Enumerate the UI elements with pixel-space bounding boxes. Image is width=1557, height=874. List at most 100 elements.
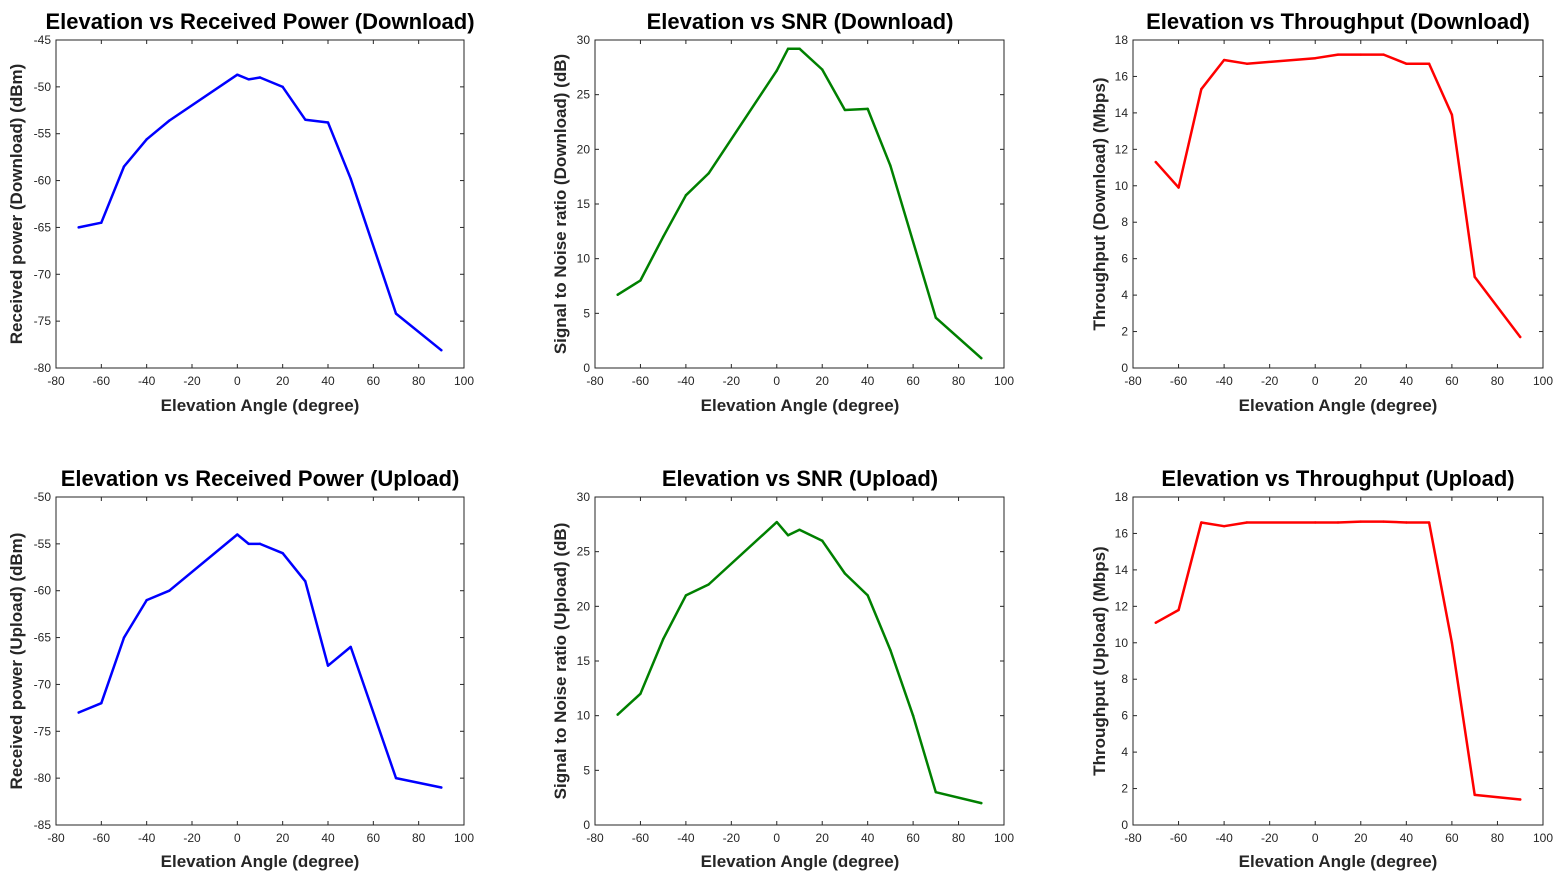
x-tick-label: 0 <box>773 831 780 845</box>
y-tick-label: 12 <box>1115 142 1129 156</box>
x-tick-label: 40 <box>1400 374 1414 388</box>
data-point <box>1450 641 1454 644</box>
y-tick-label: 0 <box>583 818 590 832</box>
x-tick-label: -60 <box>93 374 111 388</box>
axes-box <box>55 496 465 826</box>
y-tick-label: -55 <box>34 537 52 551</box>
data-point <box>349 645 352 649</box>
axes: -80 -60 -40 -20 0 20 40 60 80 100 0 5 10 15 20 25 30 <box>577 33 1015 388</box>
series-line <box>1154 53 1522 339</box>
x-tick-label: 40 <box>321 831 335 845</box>
x-tick-label: -40 <box>1215 374 1233 388</box>
data-point <box>684 594 688 597</box>
data-point <box>1154 160 1157 164</box>
y-tick-label: 20 <box>577 599 591 613</box>
data-point <box>661 235 665 238</box>
x-axis-label: Elevation Angle (degree) <box>701 852 900 871</box>
data-point <box>122 165 126 168</box>
data-point <box>247 78 250 81</box>
data-point <box>843 572 847 575</box>
x-tick-label: -20 <box>1261 831 1279 845</box>
data-point <box>1405 521 1408 524</box>
x-tick-label: -40 <box>1215 831 1233 845</box>
data-point <box>1473 275 1476 279</box>
x-tick-label: 80 <box>952 374 966 388</box>
axes: -80 -60 -40 -20 0 20 40 60 80 100-85-80-75-70-65-… <box>34 490 475 845</box>
axes-box <box>1132 496 1544 826</box>
chart-throughput-download: Elevation vs Throughput (Download) Eleva… <box>1090 9 1553 415</box>
x-axis-label: Elevation Angle (degree) <box>161 852 360 871</box>
y-tick-label: 25 <box>577 88 591 102</box>
x-tick-label: -40 <box>138 831 156 845</box>
y-axis-label: Signal to Noise ratio (Download) (dB) <box>551 54 570 354</box>
y-tick-label: 4 <box>1121 288 1128 302</box>
x-tick-label: 100 <box>1533 374 1553 388</box>
x-tick-label: 60 <box>906 831 920 845</box>
y-tick-label: 15 <box>577 197 591 211</box>
data-point <box>639 692 642 695</box>
axes-box <box>1132 39 1544 369</box>
x-tick-label: -20 <box>723 374 741 388</box>
y-axis-label: Signal to Noise ratio (Upload) (dB) <box>551 523 570 800</box>
data-point <box>168 589 171 592</box>
data-point <box>100 221 103 224</box>
x-tick-label: -80 <box>586 374 604 388</box>
data-point <box>1314 57 1317 60</box>
x-tick-label: -60 <box>1170 831 1188 845</box>
y-tick-label: 6 <box>1121 252 1128 266</box>
data-point <box>281 552 284 555</box>
y-tick-label: -65 <box>34 631 52 645</box>
x-tick-label: 20 <box>1354 831 1368 845</box>
x-tick-label: -40 <box>677 374 695 388</box>
y-axis-label: Throughput (Upload) (Mbps) <box>1090 546 1109 775</box>
series-line <box>77 533 443 789</box>
data-point <box>100 701 103 705</box>
x-tick-label: -80 <box>47 831 65 845</box>
data-point <box>1405 62 1408 65</box>
data-point <box>1336 521 1340 524</box>
data-point <box>980 801 983 805</box>
data-point <box>707 583 710 586</box>
y-tick-label: -80 <box>34 361 52 375</box>
data-point <box>77 711 80 714</box>
data-point <box>168 119 171 122</box>
chart-title: Elevation vs Throughput (Upload) <box>1161 466 1514 491</box>
x-tick-label: 20 <box>1354 374 1368 388</box>
y-tick-label: 12 <box>1115 599 1129 613</box>
chart-title: Elevation vs Received Power (Download) <box>45 9 474 34</box>
data-point <box>440 786 443 789</box>
data-point <box>1382 53 1385 56</box>
data-point <box>247 542 250 546</box>
y-tick-label: 5 <box>583 306 590 320</box>
data-point <box>122 636 126 639</box>
y-tick-label: 5 <box>583 763 590 777</box>
y-tick-label: -60 <box>34 584 52 598</box>
y-tick-label: 18 <box>1115 33 1129 47</box>
series-line <box>1154 520 1522 801</box>
x-tick-label: -40 <box>138 374 156 388</box>
data-point <box>639 279 642 282</box>
data-point <box>1177 186 1180 189</box>
y-tick-label: 10 <box>577 709 591 723</box>
y-tick-label: 30 <box>577 33 591 47</box>
x-tick-label: 20 <box>816 831 830 845</box>
x-tick-label: 60 <box>367 831 381 845</box>
data-point <box>1359 53 1362 56</box>
data-point <box>236 533 239 536</box>
data-point <box>258 76 262 79</box>
chart-title: Elevation vs SNR (Download) <box>647 9 954 34</box>
data-point <box>1473 793 1476 797</box>
y-tick-label: 10 <box>577 252 591 266</box>
x-tick-label: 20 <box>816 374 830 388</box>
x-tick-label: -40 <box>677 831 695 845</box>
x-tick-label: 80 <box>952 831 966 845</box>
x-axis-label: Elevation Angle (degree) <box>1239 396 1438 415</box>
x-tick-label: -20 <box>183 831 201 845</box>
chart-snr-download: Elevation vs SNR (Download) Elevation An… <box>551 9 1014 415</box>
chart-title: Elevation vs Received Power (Upload) <box>61 466 460 491</box>
y-tick-label: -75 <box>34 724 52 738</box>
x-tick-label: 100 <box>1533 831 1553 845</box>
y-tick-label: 2 <box>1121 325 1128 339</box>
y-tick-label: 30 <box>577 490 591 504</box>
